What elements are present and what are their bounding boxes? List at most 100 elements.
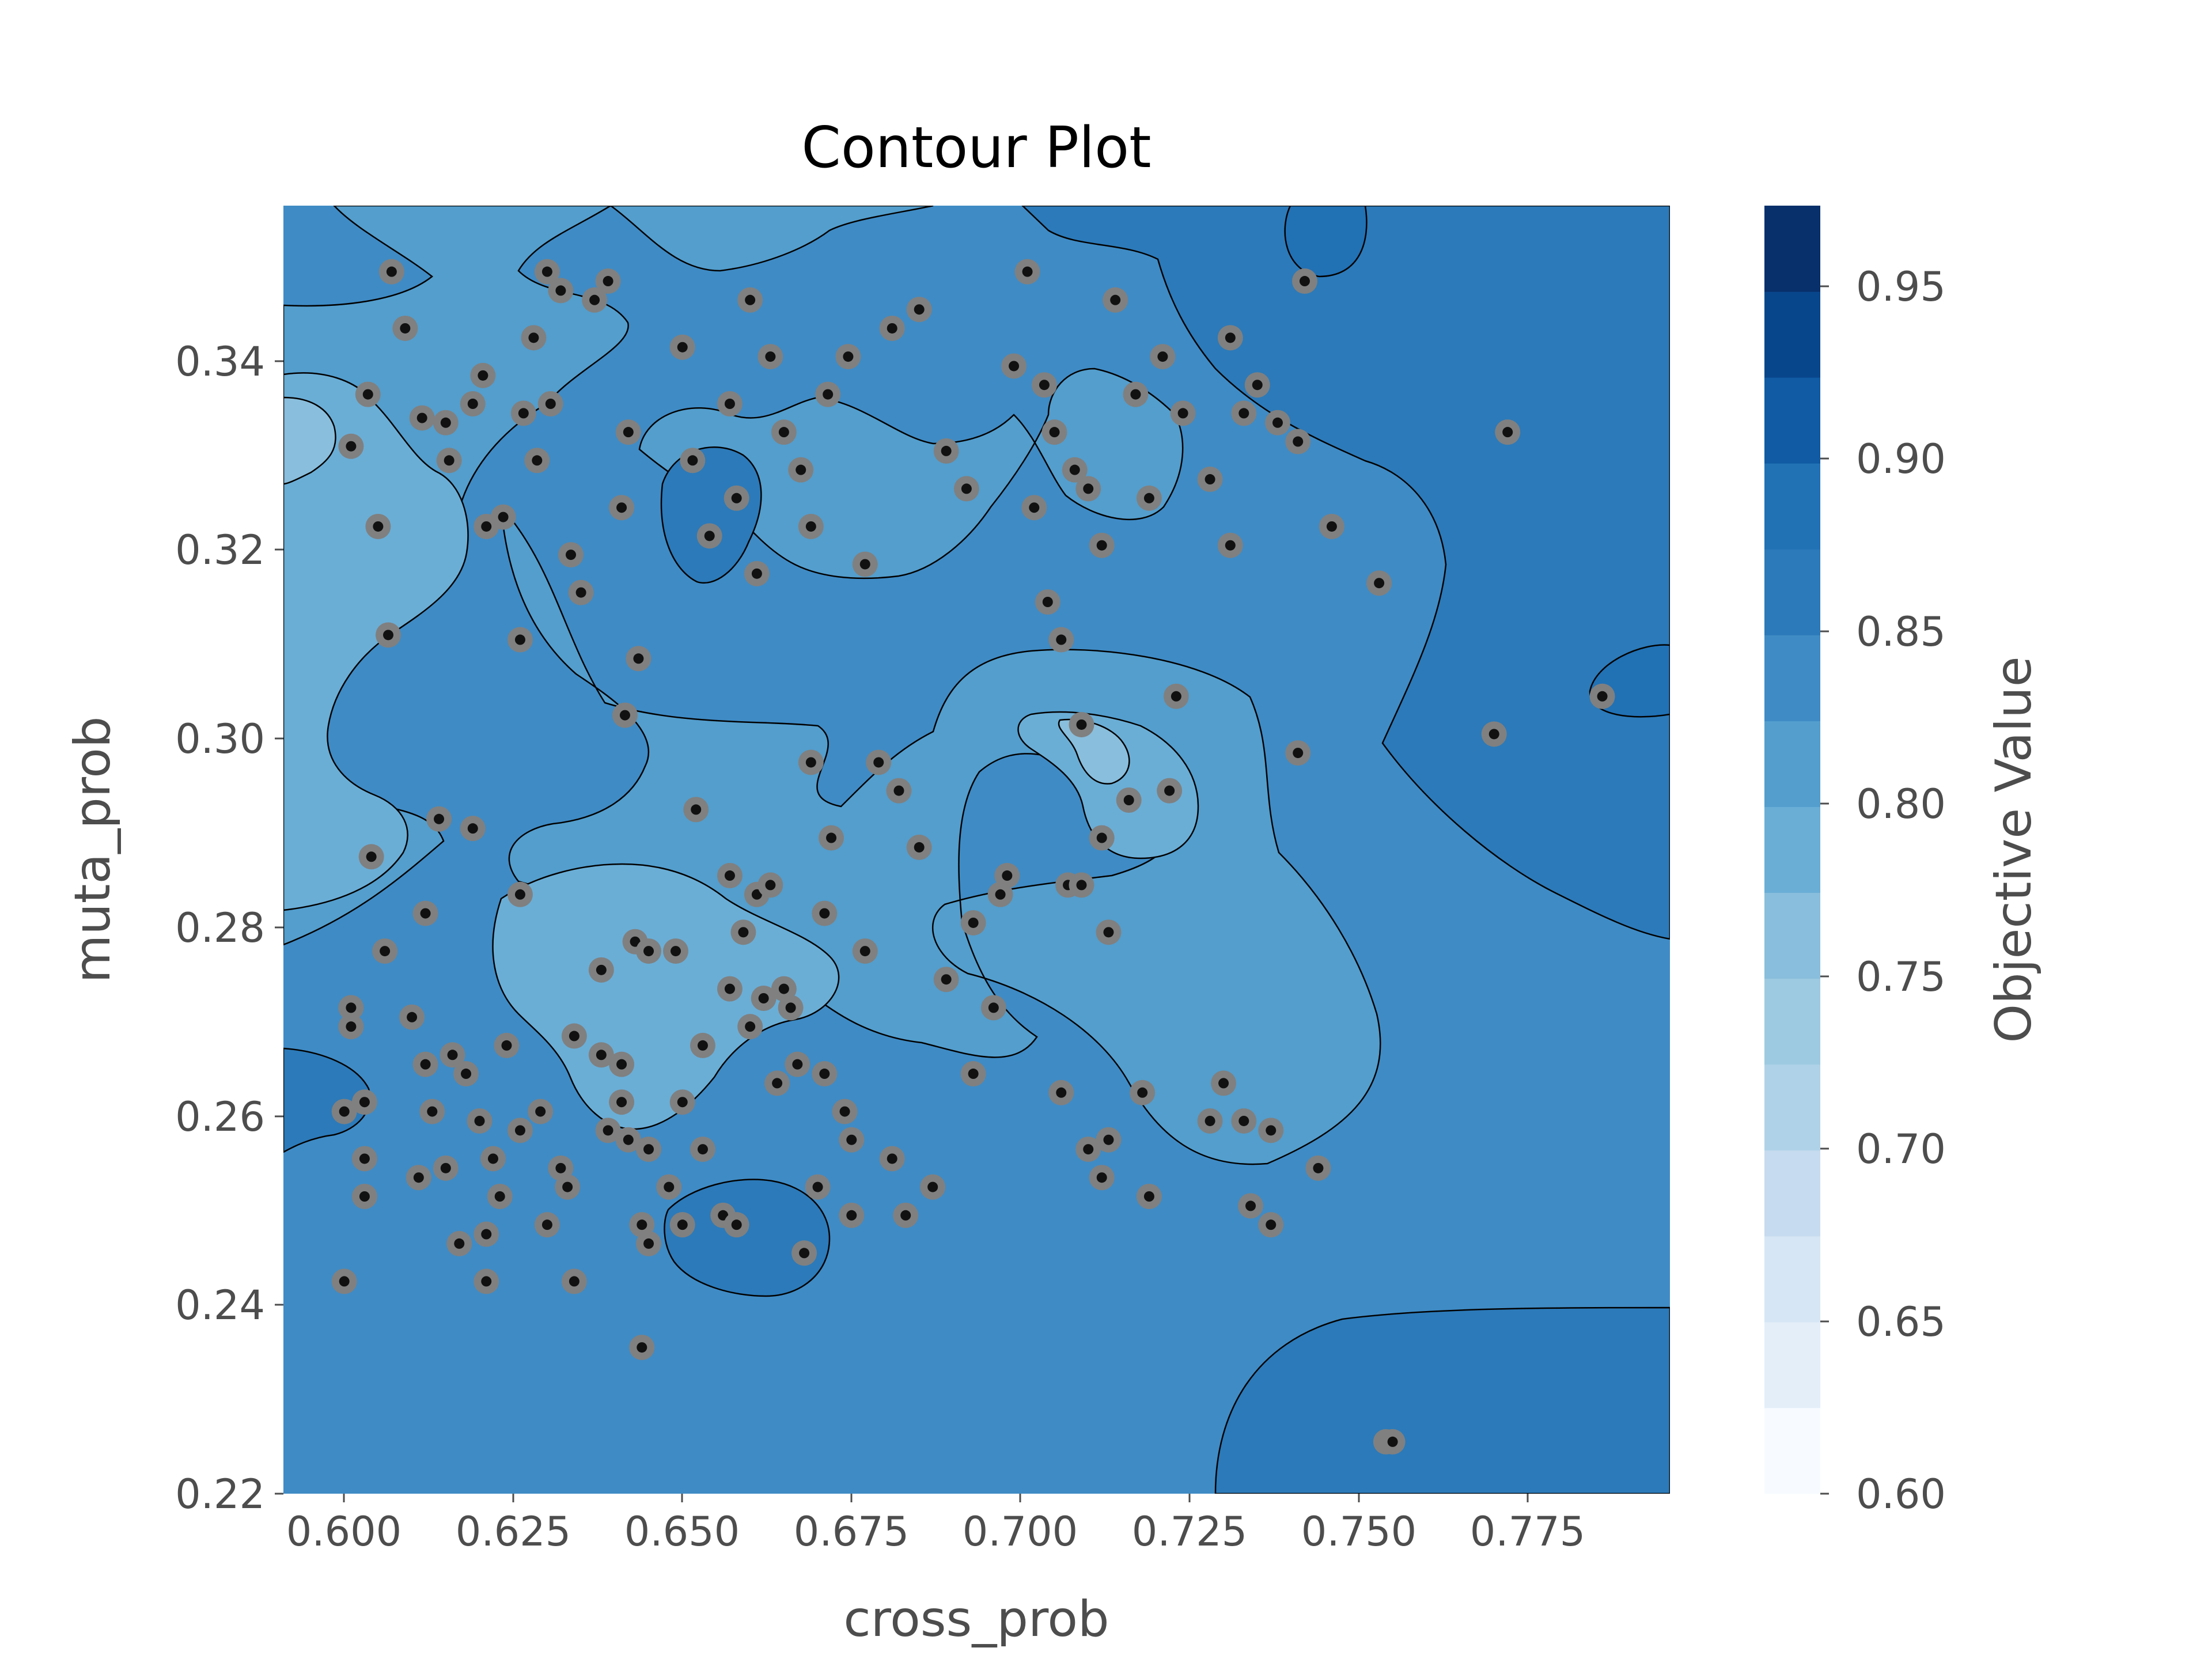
- trial-point-dot: [528, 332, 539, 343]
- trial-point-43: [953, 476, 979, 502]
- trial-point-25: [612, 702, 638, 728]
- trial-point-dot: [1293, 436, 1304, 447]
- trial-point-171: [1211, 1070, 1237, 1096]
- trial-point-167: [1089, 1165, 1115, 1191]
- trial-point-dot: [596, 1050, 607, 1060]
- trial-point-dot: [440, 417, 451, 428]
- trial-point-80: [1285, 740, 1311, 766]
- trial-point-dot: [1245, 1200, 1256, 1211]
- trial-point-dot: [359, 1153, 370, 1164]
- trial-point-dot: [481, 521, 492, 532]
- trial-point-dot: [1103, 927, 1114, 938]
- trial-point-dot: [637, 1219, 647, 1230]
- trial-point-59: [1244, 372, 1270, 398]
- trial-point-73: [1589, 683, 1615, 709]
- trial-point-dot: [792, 1059, 803, 1070]
- trial-point-dot: [859, 559, 870, 570]
- colorbar-band-6: [1764, 978, 1820, 1065]
- trial-point-dot: [995, 889, 1006, 900]
- trial-point-dot: [575, 587, 586, 598]
- trial-point-160: [879, 1146, 905, 1172]
- trial-point-115: [778, 995, 804, 1021]
- trial-point-dot: [518, 408, 529, 419]
- trial-point-95: [636, 938, 662, 964]
- trial-point-dot: [1238, 1115, 1249, 1126]
- colorbar-tick-label-6: 0.85: [1856, 608, 1946, 656]
- trial-point-dot: [616, 502, 627, 513]
- trial-point-75: [1069, 711, 1094, 737]
- trial-point-dot: [1002, 870, 1013, 881]
- trial-point-dot: [1374, 578, 1385, 589]
- trial-point-61: [1285, 429, 1311, 454]
- trial-point-13: [521, 325, 547, 351]
- trial-point-dot: [461, 1069, 472, 1080]
- trial-point-dot: [778, 427, 789, 438]
- trial-point-131: [406, 1165, 431, 1191]
- trial-point-dot: [359, 1097, 370, 1108]
- trial-point-dot: [566, 550, 577, 560]
- trial-point-118: [561, 1023, 587, 1049]
- trial-point-186: [1380, 1429, 1406, 1455]
- trial-point-149: [669, 1212, 695, 1238]
- colorbar-band-9: [1764, 721, 1820, 807]
- trial-point-dot: [1502, 427, 1513, 438]
- trial-point-56: [1197, 467, 1223, 493]
- trial-point-101: [812, 900, 838, 926]
- trial-point-114: [737, 1014, 763, 1040]
- trial-point-49: [1075, 476, 1101, 502]
- trial-point-dot: [765, 351, 776, 362]
- trial-point-dot: [481, 1276, 492, 1287]
- trial-point-dot: [346, 1002, 357, 1013]
- trial-point-dot: [434, 813, 445, 824]
- trial-point-85: [906, 834, 932, 860]
- colorbar-tick-label-8: 0.95: [1856, 263, 1946, 310]
- trial-point-dot: [745, 294, 756, 305]
- trial-point-41: [906, 297, 932, 323]
- trial-point-62: [1291, 268, 1317, 294]
- trial-point-153: [785, 1051, 810, 1077]
- trial-point-5: [365, 513, 391, 539]
- colorbar-band-13: [1764, 377, 1820, 464]
- x-tick-label-7: 0.750: [1301, 1508, 1416, 1555]
- trial-point-65: [1495, 419, 1521, 445]
- trial-point-dot: [616, 1097, 627, 1108]
- trial-point-dot: [427, 1106, 438, 1117]
- trial-point-76: [1116, 787, 1142, 813]
- trial-point-77: [1089, 825, 1115, 851]
- trial-point-dot: [366, 851, 377, 862]
- trial-point-dot: [691, 804, 702, 815]
- trial-point-dot: [826, 832, 837, 843]
- y-tick-label-5: 0.30: [175, 715, 265, 763]
- trial-point-dot: [1076, 719, 1087, 730]
- contour-region-light-top: [609, 206, 934, 272]
- trial-point-dot: [1056, 634, 1067, 645]
- trial-point-54: [1150, 344, 1176, 370]
- trial-point-dot: [1266, 1219, 1277, 1230]
- trial-point-10: [470, 362, 496, 388]
- trial-point-90: [412, 900, 438, 926]
- trial-point-127: [351, 1089, 377, 1115]
- trial-point-dot: [514, 889, 525, 900]
- trial-point-109: [933, 967, 959, 993]
- trial-point-20: [582, 287, 608, 313]
- trial-point-57: [1217, 325, 1243, 351]
- trial-point-67: [1048, 627, 1074, 653]
- trial-point-dot: [843, 351, 854, 362]
- trial-point-dot: [1069, 464, 1080, 475]
- trial-point-148: [636, 1230, 662, 1256]
- trial-point-dot: [941, 445, 952, 456]
- trial-point-dot: [359, 1191, 370, 1202]
- x-tick-label-3: 0.650: [624, 1508, 740, 1555]
- trial-point-63: [1319, 513, 1344, 539]
- trial-point-dot: [1387, 1436, 1398, 1447]
- trial-point-dot: [1225, 540, 1236, 551]
- trial-point-dot: [346, 1021, 357, 1032]
- trial-point-122: [453, 1061, 479, 1087]
- trial-point-178: [331, 1268, 357, 1294]
- trial-point-dot: [407, 1012, 418, 1022]
- trial-point-32: [737, 287, 763, 313]
- trial-point-8: [436, 448, 462, 474]
- trial-point-78: [1157, 778, 1183, 804]
- trial-point-26: [669, 334, 695, 360]
- contour-region-dark-patch-upper: [660, 446, 762, 584]
